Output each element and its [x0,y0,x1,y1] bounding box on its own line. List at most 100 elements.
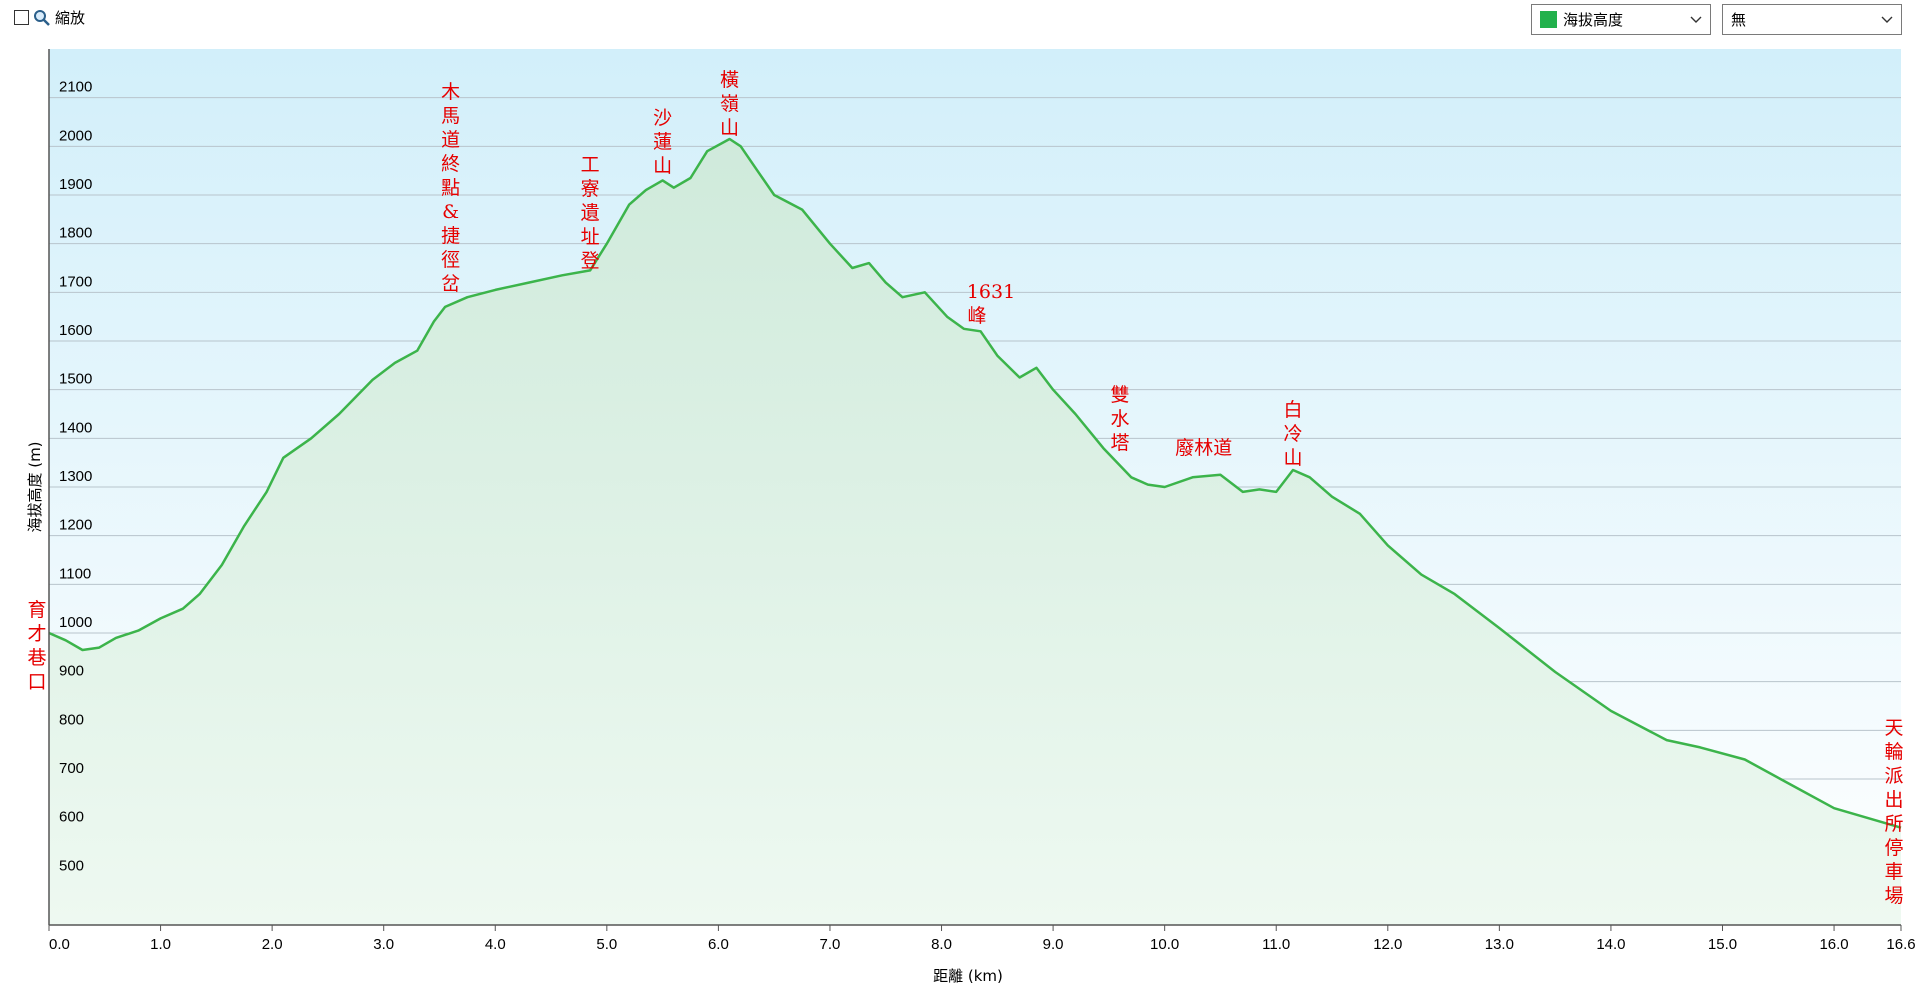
annotation-char: 木 [441,81,460,103]
x-tick-label: 13.0 [1485,936,1514,953]
annotation-label: 雙水塔 [1111,384,1130,454]
annotation-char: 山 [653,155,672,177]
y-tick-label: 1900 [59,176,92,193]
x-tick-label: 15.0 [1708,936,1737,953]
annotation-char: 天 [1884,717,1903,739]
annotation-label: 廢林道 [1175,437,1232,459]
annotation-char: 蓮 [653,131,672,153]
annotation-char: 道 [441,129,460,151]
x-tick-label: 5.0 [596,936,617,953]
annotation-char: 育 [27,599,46,621]
x-tick-label: 3.0 [373,936,394,953]
compare-select[interactable]: 無 [1722,4,1902,35]
annotation-char: 岔 [441,273,460,295]
x-tick-label: 11.0 [1262,936,1290,953]
annotation-char: 登 [581,250,600,272]
elevation-line [48,137,1902,829]
annotation-char: 沙 [653,107,672,129]
x-tick-label: 16.6 [1886,936,1915,953]
elevation-area [49,139,1901,925]
annotation-char: & [442,201,459,223]
x-tick-label: 2.0 [262,936,283,953]
annotation-char: 停 [1884,837,1903,859]
y-tick-label: 1600 [59,322,92,339]
y-tick-label: 500 [59,857,84,874]
x-tick-label: 14.0 [1596,936,1625,953]
y-tick-label: 800 [59,711,84,728]
y-tick-label: 1300 [59,468,92,485]
annotation-char: 巷 [27,647,46,669]
annotation-char: 水 [1111,408,1130,430]
annotation-char: 才 [27,623,46,645]
chart-toolbar: 縮放 海拔高度 無 [0,0,1919,42]
y-tick-label: 1000 [59,614,92,631]
x-tick-label: 6.0 [708,936,729,953]
compare-select-label: 無 [1731,11,1747,29]
annotation-char: 址 [581,226,600,248]
y-tick-label: 1200 [59,517,92,534]
series-select[interactable]: 海拔高度 [1531,4,1711,35]
annotation-char: 工 [581,154,600,176]
y-axis-title: 海拔高度 (m) [26,441,44,532]
y-tick-label: 2100 [59,79,92,96]
annotation-char: 塔 [1111,432,1130,454]
y-tick-label: 1400 [59,419,92,436]
annotation-char: 寮 [581,178,600,200]
x-tick-label: 16.0 [1819,936,1848,953]
x-tick-label: 0.0 [49,936,70,953]
annotation-char: 白 [1283,399,1302,421]
zoom-checkbox[interactable] [14,10,29,25]
magnifier-icon [34,9,50,26]
y-tick-label: 1700 [59,273,92,290]
annotation-text: 廢林道 [1175,437,1232,459]
annotation-char: 車 [1884,861,1903,883]
zoom-toggle[interactable]: 縮放 [14,7,85,28]
annotation-char: 徑 [441,249,460,271]
annotation-char: 所 [1884,813,1903,835]
annotation-char: 山 [1283,447,1302,469]
annotation-label: 白冷山 [1283,399,1302,469]
annotation-char: 輪 [1884,741,1903,763]
series-select-label: 海拔高度 [1563,11,1624,29]
y-tick-label: 600 [59,809,84,826]
chevron-down-icon [1690,16,1702,23]
annotation-char: 嶺 [720,93,739,115]
annotation-char: 遺 [581,202,600,224]
annotation-char: 馬 [441,105,460,127]
zoom-label: 縮放 [55,9,86,27]
annotation-char: 出 [1884,789,1903,811]
x-axis-title: 距離 (km) [933,967,1003,985]
x-tick-label: 9.0 [1043,936,1064,953]
y-axis-ticks: 500 600 700 800 900 1000 1100 1200 1300 1400 1500 1… [59,79,92,875]
x-tick-label: 12.0 [1373,936,1402,953]
annotation-char: 橫 [720,69,739,91]
x-axis-ticks: 0.0 1.0 2.0 3.0 4.0 5.0 6.0 7.0 8.0 9.0 10.0 11.0 12… [48,925,1916,953]
y-tick-label: 700 [59,760,84,777]
annotation-char: 終 [441,153,460,175]
y-tick-label: 2000 [59,127,92,144]
x-tick-label: 8.0 [931,936,952,953]
series-color-swatch [1540,11,1557,28]
x-tick-label: 10.0 [1150,936,1179,953]
annotation-char: 冷 [1283,423,1302,445]
annotation-char: 派 [1884,765,1903,787]
annotation-char: 口 [27,671,46,693]
annotation-char: 捷 [441,225,460,247]
y-tick-label: 1800 [59,225,92,242]
chevron-down-icon [1881,16,1893,23]
annotation-text: 峰 [967,305,986,327]
x-tick-label: 1.0 [150,936,171,953]
x-tick-label: 4.0 [485,936,506,953]
x-tick-label: 7.0 [820,936,841,953]
y-tick-label: 1500 [59,371,92,388]
annotation-char: 雙 [1111,384,1130,406]
annotation-char: 點 [441,177,460,199]
annotation-label: 沙蓮山 [653,107,672,177]
